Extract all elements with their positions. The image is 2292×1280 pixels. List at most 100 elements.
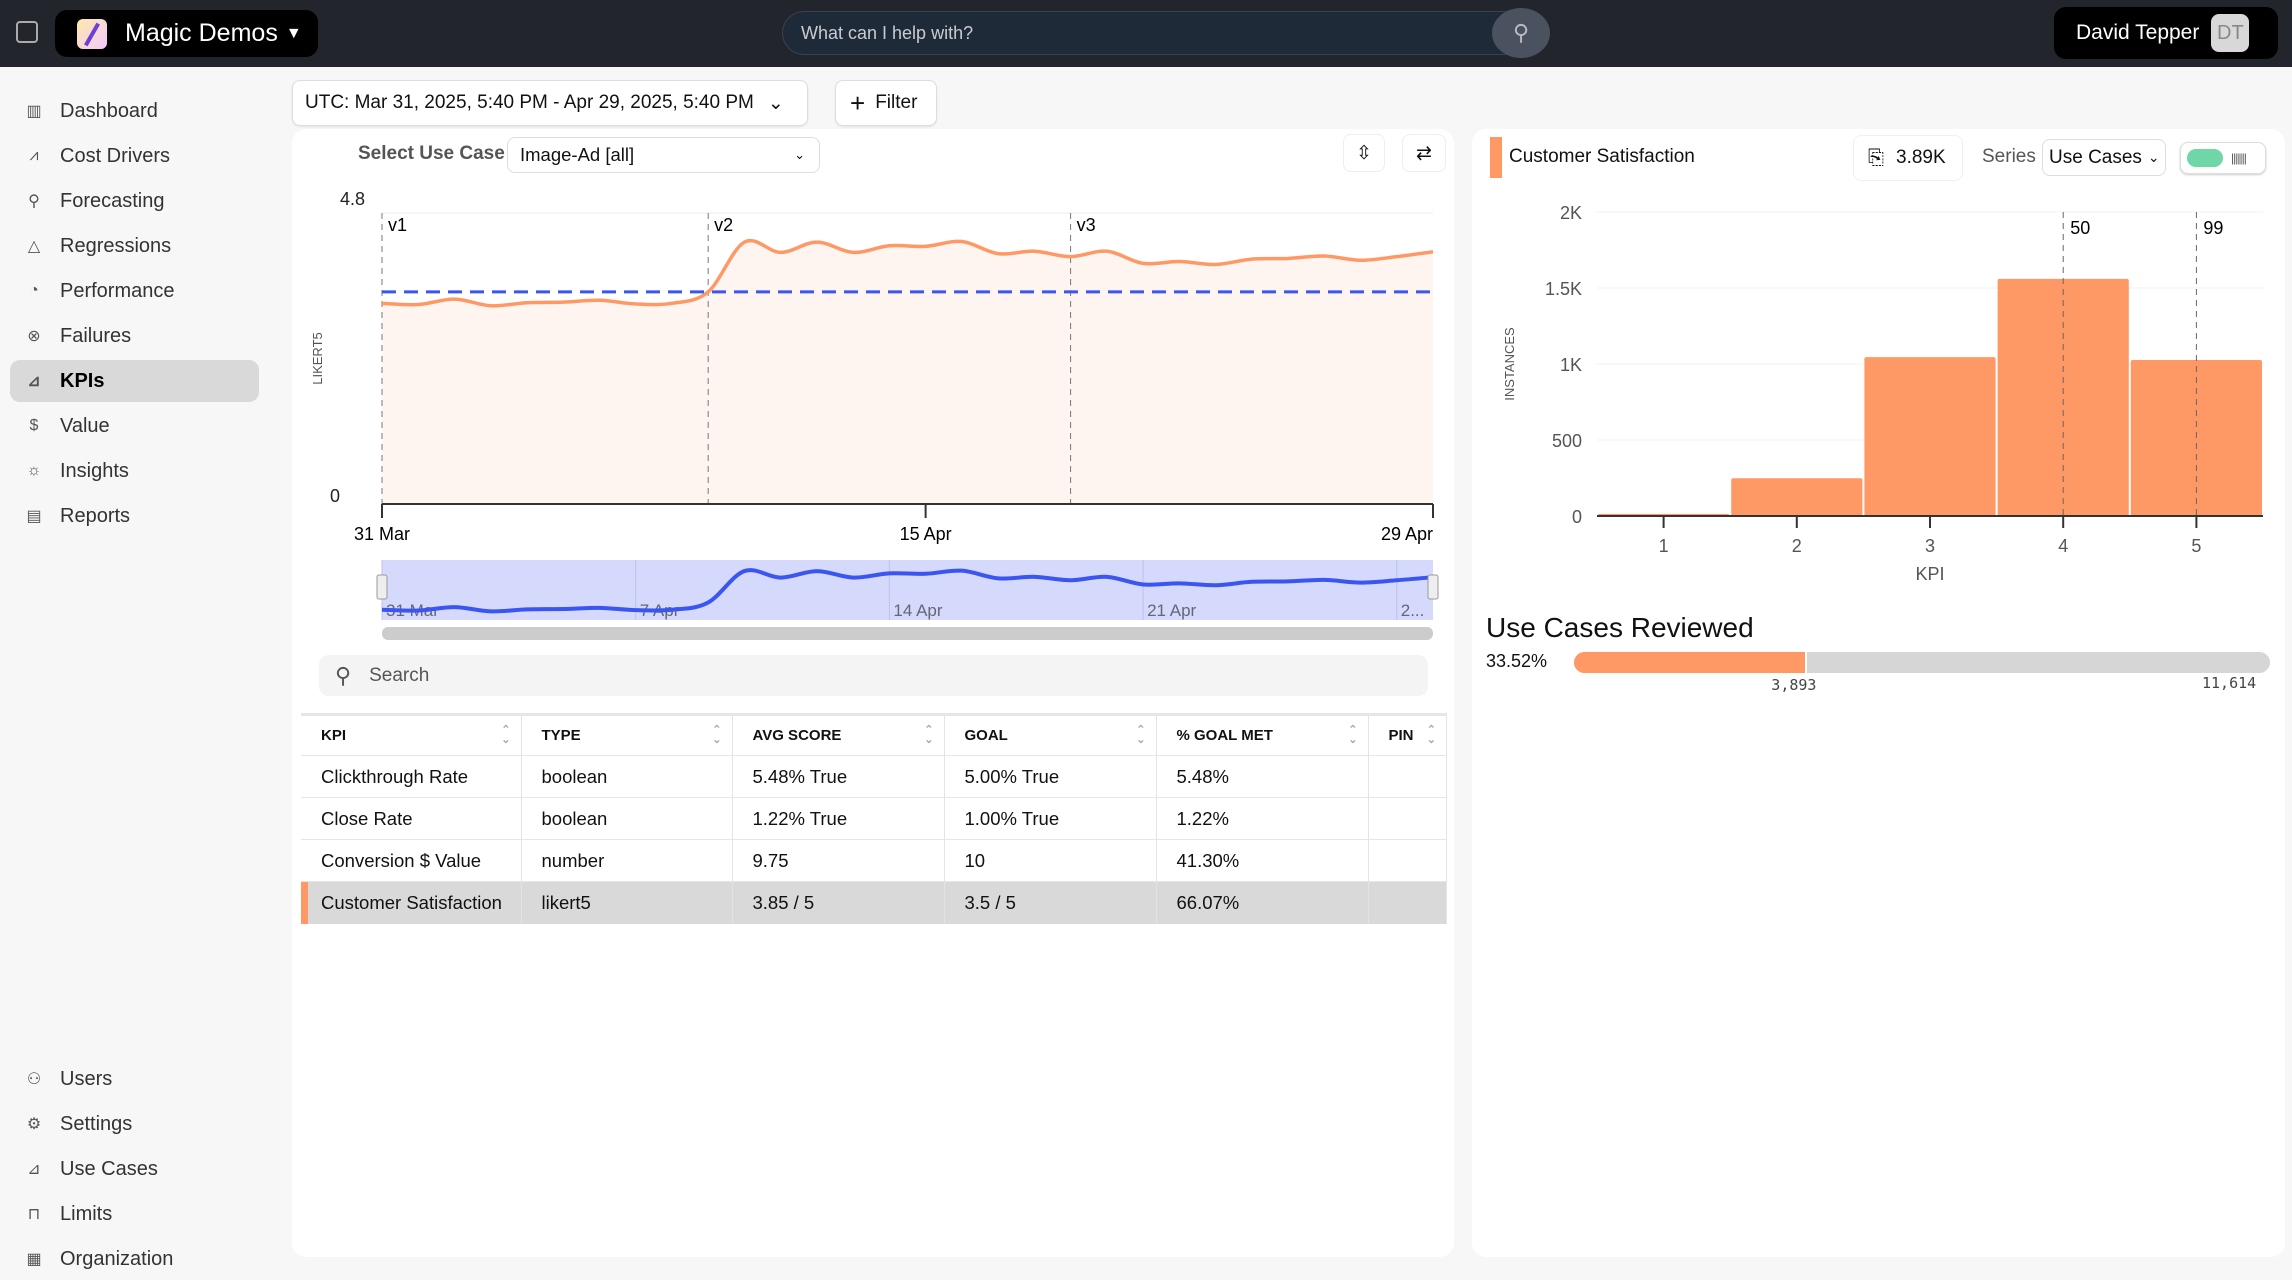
instances-count-badge[interactable]: ⎘ 3.89K (1853, 135, 1963, 181)
telescope-icon: ⚲ (28, 193, 40, 210)
workspace-switcher[interactable]: Magic Demos ▼ (55, 10, 318, 57)
line-chart-icon: ⩘ (29, 147, 39, 164)
filter-label: Filter (875, 92, 918, 113)
table-cell: likert5 (521, 881, 733, 924)
reviewed-progress-fill (1574, 652, 1808, 673)
y-tick-label: 1.5K (1545, 279, 1582, 299)
kpi-icon: ⊿ (27, 373, 41, 390)
chart-type-toggle[interactable]: ||||||| (2180, 142, 2266, 174)
histogram-icon (2187, 149, 2223, 167)
table-cell[interactable] (1368, 881, 1447, 924)
table-cell: 10 (944, 839, 1157, 882)
column-header-goal[interactable]: GOAL ⌃ ⌄ (944, 714, 1157, 756)
sidebar-item-insights[interactable]: ☼ Insights (10, 450, 259, 492)
user-name: David Tepper (2076, 21, 2200, 44)
chevron-down-icon: ⌄ (767, 92, 784, 114)
table-row[interactable]: Customer Satisfaction likert5 3.85 / 5 3.5 … (301, 881, 1447, 924)
x-tick-label: 2 (1792, 536, 1802, 556)
sidebar-item-label: Failures (60, 324, 132, 347)
gauge-icon: ◔ (29, 282, 39, 299)
sidebar-item-performance[interactable]: ◔ Performance (10, 270, 259, 312)
version-label: v1 (388, 215, 407, 235)
search-icon[interactable]: ⚲ (1492, 8, 1550, 58)
column-header-pin[interactable]: PIN ⌃ ⌄ (1368, 714, 1447, 756)
column-header-avg-score[interactable]: AVG SCORE ⌃ ⌄ (732, 714, 945, 756)
series-select[interactable]: Use Cases ⌄ (2042, 139, 2166, 176)
sidebar-item-cost-drivers[interactable]: ⩘ Cost Drivers (10, 135, 259, 177)
sidebar-item-label: KPIs (60, 369, 105, 392)
search-document-icon: ⎘ (1868, 146, 1884, 169)
table-row[interactable]: Clickthrough Rate boolean 5.48% True 5.00% … (301, 755, 1447, 798)
table-cell: 1.00% True (944, 797, 1157, 840)
column-header-type[interactable]: TYPE ⌃ ⌄ (521, 714, 733, 756)
histogram-bar (1997, 278, 2129, 516)
table-cell: 5.00% True (944, 755, 1157, 798)
sort-icon[interactable]: ⌃ ⌄ (501, 724, 511, 746)
table-row[interactable]: Conversion $ Value number 9.75 10 41.30% (301, 839, 1447, 882)
kpi-search-input[interactable]: ⚲ Search (319, 655, 1428, 696)
histogram-bar (1864, 357, 1996, 516)
sidebar-item-value[interactable]: $ Value (10, 405, 259, 447)
sidebar-item-regressions[interactable]: △ Regressions (10, 225, 259, 267)
sort-icon[interactable]: ⌃ ⌄ (1348, 724, 1358, 746)
sidebar-item-label: Cost Drivers (60, 144, 171, 167)
barcode-icon: ||||||| (2231, 151, 2247, 165)
kpi-color-swatch (1490, 137, 1502, 178)
y-tick-label: 1K (1560, 355, 1582, 375)
sort-icon[interactable]: ⌃ ⌄ (1426, 724, 1436, 746)
assistant-search-input[interactable]: What can I help with? (782, 11, 1548, 55)
sidebar-item-limits[interactable]: ⊓ Limits (10, 1193, 259, 1235)
refresh-button[interactable]: ⇄ (1402, 134, 1446, 172)
y-tick-label: 2K (1560, 203, 1582, 223)
brush-scrollbar[interactable] (382, 627, 1433, 640)
sidebar-item-users[interactable]: ⚇ Users (10, 1058, 259, 1100)
filter-button[interactable]: + Filter (835, 80, 937, 126)
table-cell[interactable] (1368, 797, 1447, 840)
brush-handle[interactable] (1427, 574, 1439, 600)
percentile-label: 50 (2070, 218, 2090, 238)
date-range-picker[interactable]: UTC: Mar 31, 2025, 5:40 PM - Apr 29, 202… (292, 80, 808, 126)
chevron-down-icon: ⌄ (794, 147, 805, 162)
sidebar-item-forecasting[interactable]: ⚲ Forecasting (10, 180, 259, 222)
column-label: PIN (1388, 727, 1414, 744)
user-menu[interactable]: David Tepper DT (2054, 7, 2278, 59)
table-cell: 9.75 (732, 839, 945, 882)
sidebar-item-kpis[interactable]: ⊿ KPIs (10, 360, 259, 402)
x-tick-label: 1 (1659, 536, 1669, 556)
brush-tick-label: 2... (1401, 601, 1425, 620)
use-case-select[interactable]: Image-Ad [all] ⌄ (507, 137, 820, 173)
table-cell[interactable] (1368, 755, 1447, 798)
lock-icon: ⊓ (27, 1206, 41, 1223)
column-header--goal-met[interactable]: % GOAL MET ⌃ ⌄ (1156, 714, 1369, 756)
reviewed-percent: 33.52% (1486, 651, 1548, 671)
column-label: KPI (321, 727, 347, 744)
instances-count: 3.89K (1896, 147, 1946, 168)
fit-vertical-button[interactable]: ⇳ (1343, 134, 1385, 172)
y-tick-label: 0 (1572, 507, 1582, 527)
sidebar-item-settings[interactable]: ⚙ Settings (10, 1103, 259, 1145)
table-cell: 1.22% (1156, 797, 1369, 840)
y-axis-label: LIKERT5 (310, 332, 325, 385)
version-label: v2 (714, 215, 733, 235)
sidebar-item-reports[interactable]: ▤ Reports (10, 495, 259, 537)
sort-icon[interactable]: ⌃ ⌄ (712, 724, 722, 746)
y-tick-label: 4.8 (340, 189, 365, 209)
column-header-kpi[interactable]: KPI ⌃ ⌄ (301, 714, 522, 756)
brush-handle[interactable] (376, 574, 388, 600)
x-tick-label: 4 (2058, 536, 2068, 556)
sidebar-item-use-cases[interactable]: ⊿ Use Cases (10, 1148, 259, 1190)
table-row[interactable]: Close Rate boolean 1.22% True 1.00% True 1.2… (301, 797, 1447, 840)
sort-icon[interactable]: ⌃ ⌄ (1136, 724, 1146, 746)
x-tick-label: 31 Mar (354, 524, 410, 544)
x-tick-label: 3 (1925, 536, 1935, 556)
repeat-icon: ⇄ (1416, 142, 1432, 164)
table-cell[interactable] (1368, 839, 1447, 882)
column-label: AVG SCORE (752, 727, 842, 744)
sort-icon[interactable]: ⌃ ⌄ (924, 724, 934, 746)
sidebar-item-failures[interactable]: ⊗ Failures (10, 315, 259, 357)
sidebar-toggle-icon[interactable] (16, 21, 38, 43)
sidebar-item-organization[interactable]: ▦ Organization (10, 1238, 259, 1280)
sidebar-item-label: Organization (60, 1247, 174, 1270)
sidebar-item-dashboard[interactable]: ▥ Dashboard (10, 90, 259, 132)
brush-tick-label: 21 Apr (1147, 601, 1196, 620)
